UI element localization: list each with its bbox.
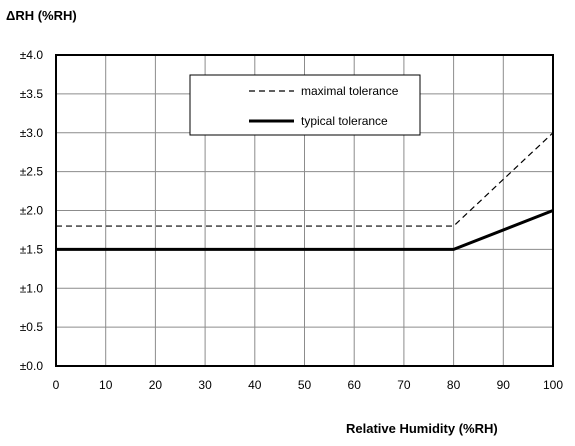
- x-tick-label: 60: [348, 378, 362, 392]
- x-tick-labels: 0 10 20 30 40 50 60 70 80 90 100: [53, 378, 564, 392]
- x-tick-label: 90: [497, 378, 511, 392]
- x-tick-label: 50: [298, 378, 312, 392]
- y-tick-label: ±3.0: [20, 126, 44, 140]
- legend-label-1: typical tolerance: [301, 114, 388, 128]
- y-tick-label: ±0.5: [20, 320, 44, 334]
- y-tick-label: ±3.5: [20, 87, 44, 101]
- x-axis-title: Relative Humidity (%RH): [346, 421, 498, 436]
- y-tick-label: ±0.0: [20, 359, 44, 373]
- y-tick-label: ±4.0: [20, 48, 44, 62]
- x-tick-label: 30: [198, 378, 212, 392]
- x-tick-label: 0: [53, 378, 60, 392]
- y-tick-labels: ±0.0 ±0.5 ±1.0 ±1.5 ±2.0 ±2.5 ±3.0 ±3.5 ±4.0: [20, 48, 44, 373]
- y-axis-title: ΔRH (%RH): [6, 8, 77, 23]
- plot-frame: [55, 54, 554, 367]
- x-tick-label: 20: [149, 378, 163, 392]
- y-tick-label: ±2.0: [20, 204, 44, 218]
- y-tick-label: ±1.5: [20, 242, 44, 256]
- y-tick-label: ±1.0: [20, 281, 44, 295]
- series-layer: [56, 132, 554, 251]
- y-tick-label: ±2.5: [20, 165, 44, 179]
- x-tick-label: 10: [99, 378, 113, 392]
- series-line-0: [56, 132, 554, 227]
- legend-box: [189, 74, 421, 136]
- x-tick-label: 40: [248, 378, 262, 392]
- x-tick-label: 70: [397, 378, 411, 392]
- legend-label-0: maximal tolerance: [301, 84, 399, 98]
- x-tick-label: 100: [543, 378, 563, 392]
- x-tick-label: 80: [447, 378, 461, 392]
- series-line-1: [56, 209, 554, 251]
- legend: maximal tolerance typical tolerance: [189, 74, 421, 136]
